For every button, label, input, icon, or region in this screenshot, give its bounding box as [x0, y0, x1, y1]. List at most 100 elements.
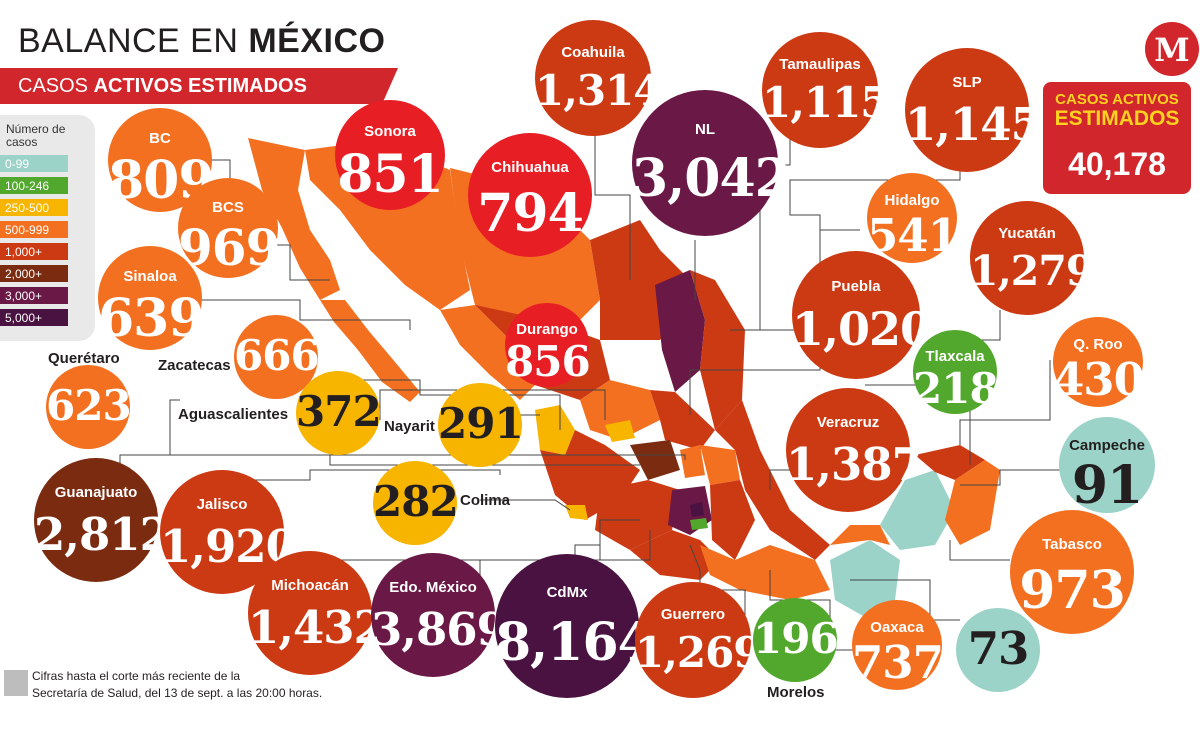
- state-bubble-bcs: BCS 969: [178, 178, 280, 278]
- state-value: 3,042: [632, 148, 791, 210]
- state-name: Michoacán: [271, 577, 349, 595]
- title-prefix: BALANCE EN: [18, 22, 249, 60]
- state-name: Jalisco: [196, 496, 248, 514]
- legend-swatch: [0, 221, 68, 238]
- state-bubble-aguascalientes: 372: [296, 371, 382, 455]
- region-tamaulipas: [690, 270, 745, 430]
- legend-label: 500-999: [5, 223, 50, 237]
- state-name: Chihuahua: [491, 159, 569, 177]
- region-guerrero: [630, 530, 720, 580]
- state-bubble-chiapas: 73: [956, 608, 1040, 692]
- region-zacatecas: [580, 380, 660, 440]
- legend-swatch: [0, 265, 68, 282]
- state-bubble-chihuahua: Chihuahua 794: [468, 133, 592, 257]
- legend-item: 2,000+: [0, 265, 95, 283]
- state-bubble-cdmx: CdMx 8,164: [495, 554, 654, 698]
- region-nuevo-leon: [655, 270, 705, 392]
- state-name: Querétaro: [48, 350, 120, 367]
- state-value: 430: [1053, 353, 1145, 406]
- legend-swatch: [0, 309, 68, 326]
- state-bubble-puebla: Puebla 1,020: [792, 251, 932, 379]
- subtitle-prefix: CASOS: [18, 75, 94, 97]
- state-name: Coahuila: [561, 44, 625, 62]
- state-name: Yucatán: [998, 224, 1056, 242]
- subtitle-banner: CASOS ACTIVOS ESTIMADOS: [0, 68, 398, 104]
- state-name: Durango: [516, 320, 578, 338]
- state-name: Sinaloa: [123, 267, 177, 285]
- legend-swatch: [0, 155, 68, 172]
- state-name: Sonora: [364, 123, 416, 141]
- state-name: SLP: [952, 74, 982, 92]
- region-queretaro: [680, 445, 705, 478]
- state-value: 666: [234, 330, 320, 380]
- state-value: 1,920: [160, 519, 297, 573]
- state-name: Oaxaca: [870, 618, 924, 636]
- state-name: Hidalgo: [884, 191, 940, 209]
- page-title: BALANCE EN MÉXICO: [18, 22, 385, 61]
- region-colima: [565, 505, 588, 520]
- footnote-marker: [4, 670, 28, 696]
- region-yucatan: [915, 445, 985, 480]
- state-bubble-guanajuato: Guanajuato 2,812: [34, 458, 171, 582]
- state-value: 196: [753, 613, 839, 663]
- state-bubble-sinaloa: Sinaloa 639: [98, 246, 205, 350]
- state-bubble-slp: SLP 1,145: [905, 48, 1042, 172]
- state-value: 737: [852, 636, 944, 689]
- legend-item: 250-500: [0, 199, 95, 217]
- state-value: 1,145: [905, 97, 1042, 151]
- total-label-line1: CASOS ACTIVOS: [1055, 91, 1179, 108]
- state-bubble-oaxaca: Oaxaca 737: [852, 600, 944, 690]
- state-bubble-queretaro: 623: [46, 365, 132, 449]
- state-name: Q. Roo: [1073, 335, 1123, 353]
- state-value: 1,387: [786, 437, 923, 491]
- state-value: 639: [98, 287, 205, 349]
- state-value: 372: [296, 386, 382, 436]
- state-bubble-michoacan: Michoacán 1,432: [248, 551, 385, 675]
- state-value: 218: [913, 363, 999, 413]
- subtitle-text: CASOS ACTIVOS ESTIMADOS: [18, 75, 307, 98]
- legend-item: 500-999: [0, 221, 95, 239]
- state-value: 851: [337, 144, 444, 205]
- legend-item: 1,000+: [0, 243, 95, 261]
- state-name: BC: [149, 129, 171, 147]
- legend-swatch: [0, 243, 68, 260]
- region-aguascalientes: [605, 420, 635, 442]
- state-name: Nayarit: [384, 418, 435, 435]
- milenio-logo: M: [1145, 22, 1199, 76]
- state-value: 623: [46, 380, 132, 430]
- legend-item: 100-246: [0, 177, 95, 195]
- region-campeche: [880, 470, 955, 550]
- state-name: Edo. México: [389, 579, 477, 597]
- legend: Número de casos 0-99 100-246 250-500 500-99…: [0, 115, 95, 341]
- state-bubble-tabasco: Tabasco 973: [1010, 510, 1134, 634]
- state-name: Zacatecas: [158, 357, 231, 374]
- state-value: 973: [1019, 559, 1126, 621]
- state-name: Tamaulipas: [779, 56, 861, 74]
- state-name: Campeche: [1069, 437, 1145, 455]
- state-name: Puebla: [831, 277, 881, 295]
- state-value: 2,812: [34, 507, 171, 561]
- region-baja-california: [248, 138, 340, 300]
- state-bubble-coahuila: Coahuila 1,314: [535, 20, 663, 136]
- region-tabasco: [830, 525, 890, 545]
- region-baja-california-sur: [320, 300, 420, 402]
- legend-label: 3,000+: [5, 289, 43, 303]
- region-guanajuato: [630, 440, 680, 480]
- state-value: 794: [477, 182, 584, 244]
- state-value: 282: [373, 476, 459, 526]
- region-oaxaca: [700, 545, 830, 600]
- map-regions: [248, 138, 1000, 620]
- region-michoacan: [595, 480, 680, 550]
- title-country: MÉXICO: [248, 22, 386, 60]
- state-value: 1,432: [248, 600, 385, 654]
- state-name: Tabasco: [1042, 536, 1102, 554]
- state-value: 1,314: [535, 66, 663, 116]
- total-label-line2: ESTIMADOS: [1054, 107, 1180, 130]
- legend-item: 5,000+: [0, 309, 95, 327]
- state-value: 969: [178, 218, 280, 277]
- state-value: 91: [1071, 455, 1143, 517]
- region-quintana-roo: [945, 460, 1000, 545]
- state-value: 1,279: [970, 246, 1094, 295]
- region-nayarit: [535, 405, 575, 455]
